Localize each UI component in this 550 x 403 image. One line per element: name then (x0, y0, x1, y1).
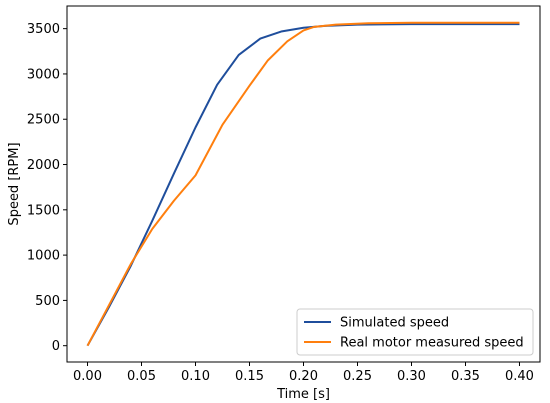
x-tick-label: 0.15 (235, 369, 264, 384)
series-line-real-motor-measured-speed (86, 21, 520, 347)
y-tick-label: 1000 (27, 249, 60, 264)
x-tick-label: 0.25 (343, 369, 372, 384)
x-axis-label: Time [s] (276, 387, 330, 402)
x-tick-label: 0.00 (73, 369, 102, 384)
x-tick-label: 0.30 (397, 369, 426, 384)
y-tick-label: 1500 (27, 203, 60, 218)
series-line-simulated-speed (86, 23, 520, 347)
legend-label-simulated-speed: Simulated speed (340, 316, 449, 331)
y-tick-label: 0 (52, 339, 60, 354)
x-tick-label: 0.20 (289, 369, 318, 384)
x-tick-label: 0.05 (127, 369, 156, 384)
legend: Simulated speed Real motor measured spee… (296, 308, 534, 356)
x-tick-label: 0.40 (505, 369, 534, 384)
y-tick-label: 3500 (27, 22, 60, 37)
legend-box (296, 308, 534, 356)
y-tick-label: 2000 (27, 158, 60, 173)
y-tick-label: 3000 (27, 67, 60, 82)
x-axis-ticks: 0.00 0.05 0.10 0.15 0.20 0.25 0.30 0.35 0.40 (73, 362, 534, 384)
x-tick-label: 0.10 (181, 369, 210, 384)
x-tick-label: 0.35 (451, 369, 480, 384)
series-lines (86, 21, 520, 347)
legend-label-real-motor-measured-speed: Real motor measured speed (340, 336, 524, 351)
y-axis-ticks: 0 500 1000 1500 2000 2500 3000 3500 (27, 22, 67, 354)
y-tick-label: 500 (35, 294, 60, 309)
y-tick-label: 2500 (27, 113, 60, 128)
y-axis-label: Speed [RPM] (7, 142, 22, 225)
